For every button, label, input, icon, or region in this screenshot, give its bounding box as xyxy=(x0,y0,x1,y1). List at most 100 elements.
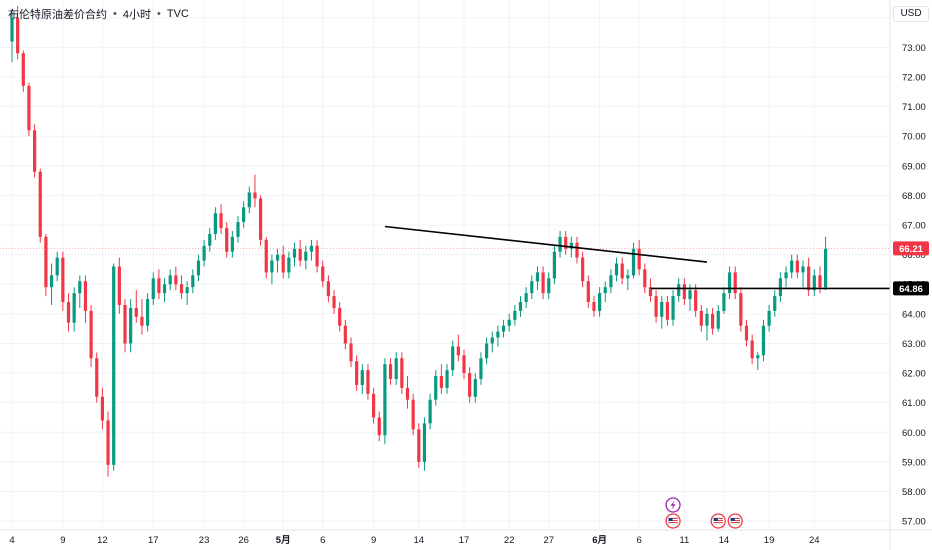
candle xyxy=(671,290,675,326)
candle xyxy=(422,417,427,471)
candle-body xyxy=(592,302,596,311)
candle xyxy=(179,275,184,300)
candle xyxy=(727,266,732,300)
candle-body xyxy=(89,310,93,359)
last-price-badge-bg xyxy=(893,241,929,256)
candle xyxy=(812,269,816,297)
candle-body xyxy=(275,254,280,261)
candle xyxy=(496,325,500,347)
candle-body xyxy=(711,313,715,329)
candle xyxy=(761,319,766,362)
candle xyxy=(95,352,99,403)
candle-body xyxy=(83,281,88,311)
lightning-icon[interactable] xyxy=(665,497,681,513)
y-tick-label: 68.00 xyxy=(902,191,926,202)
candle-body xyxy=(586,281,590,303)
price-axis[interactable]: 57.00 58.00 59.00 60.00 61.00 62.00 63.00 64.00… xyxy=(889,0,926,550)
candle xyxy=(78,275,82,308)
candle xyxy=(21,50,25,92)
candle-body xyxy=(462,355,466,374)
candle xyxy=(462,349,466,379)
candle-body xyxy=(304,251,308,261)
us-flag-icon[interactable] xyxy=(727,513,743,529)
candle-body xyxy=(360,370,364,385)
candle xyxy=(614,257,619,282)
candle xyxy=(72,287,76,332)
candle xyxy=(501,319,506,338)
y-tick-label: 64.00 xyxy=(902,309,926,320)
us-flag-icon[interactable] xyxy=(665,513,681,529)
candle xyxy=(598,287,602,317)
candle-body xyxy=(451,346,455,371)
candle-body xyxy=(27,85,31,131)
candle-body xyxy=(309,245,314,252)
candle xyxy=(643,263,647,294)
candle xyxy=(473,373,477,403)
candle xyxy=(55,251,59,282)
candle-body xyxy=(490,337,494,344)
candle-body xyxy=(66,302,71,323)
candle-body xyxy=(270,260,274,273)
candle xyxy=(366,364,370,400)
us-flag-icon[interactable] xyxy=(710,513,726,529)
candle xyxy=(230,230,234,258)
candle-body xyxy=(21,53,25,86)
candle xyxy=(89,304,93,368)
candle-body xyxy=(778,278,782,297)
x-tick-label: 6 xyxy=(320,535,325,546)
x-tick-label: 12 xyxy=(97,535,108,546)
last-price-badge: 66.21 xyxy=(893,241,929,256)
candle xyxy=(112,263,116,471)
candle xyxy=(581,251,585,288)
candles xyxy=(10,5,828,477)
candle xyxy=(711,307,715,335)
currency-button[interactable]: USD xyxy=(893,6,929,22)
candle xyxy=(117,257,121,314)
drawings[interactable] xyxy=(384,225,890,290)
x-tick-label: 24 xyxy=(809,535,820,546)
candle xyxy=(575,236,579,264)
candle xyxy=(778,272,782,303)
candle xyxy=(592,296,596,317)
candle-body xyxy=(372,393,376,418)
level-price-badge-bg xyxy=(893,281,929,296)
candle-body xyxy=(614,263,619,276)
candle-body xyxy=(434,376,438,400)
candle xyxy=(360,364,364,394)
resistance-trend-line[interactable] xyxy=(384,225,708,263)
candle-body xyxy=(33,130,37,172)
candle xyxy=(123,299,127,353)
us-flag-icon-stripe xyxy=(730,518,740,519)
candle-body xyxy=(750,340,754,359)
level-price-badge: 64.86 xyxy=(893,281,929,296)
candle-body xyxy=(473,378,477,397)
candle xyxy=(722,287,726,314)
candle-body xyxy=(744,325,749,341)
candle-body xyxy=(682,284,686,300)
candle-body xyxy=(146,299,150,326)
time-axis[interactable]: 4 9 12 17 23 26 5月 6 9 14 17 22 27 6月 6 11 14 19 24 xyxy=(0,529,932,546)
candle xyxy=(451,340,455,377)
candle-body xyxy=(654,296,658,317)
us-flag-icon-canton xyxy=(730,518,735,521)
x-tick-label: 4 xyxy=(9,535,14,546)
symbol-title[interactable]: 布伦特原油差价合约 xyxy=(8,9,107,21)
candle-body xyxy=(400,358,404,388)
candle xyxy=(558,230,562,258)
candle-body xyxy=(807,266,811,291)
us-flag-icon-canton xyxy=(713,518,718,521)
candle-body xyxy=(405,387,410,400)
candle xyxy=(394,352,398,385)
candle-body xyxy=(355,361,359,385)
candle-body xyxy=(349,343,353,362)
candle xyxy=(677,278,681,303)
candle-body xyxy=(445,370,449,388)
candle xyxy=(33,124,37,178)
candle xyxy=(61,251,65,311)
candle-body xyxy=(694,290,698,311)
lightning-icon-bolt xyxy=(670,500,676,510)
us-flag-icon-canton xyxy=(668,518,673,521)
event-markers[interactable] xyxy=(665,497,743,529)
candle xyxy=(236,216,240,243)
